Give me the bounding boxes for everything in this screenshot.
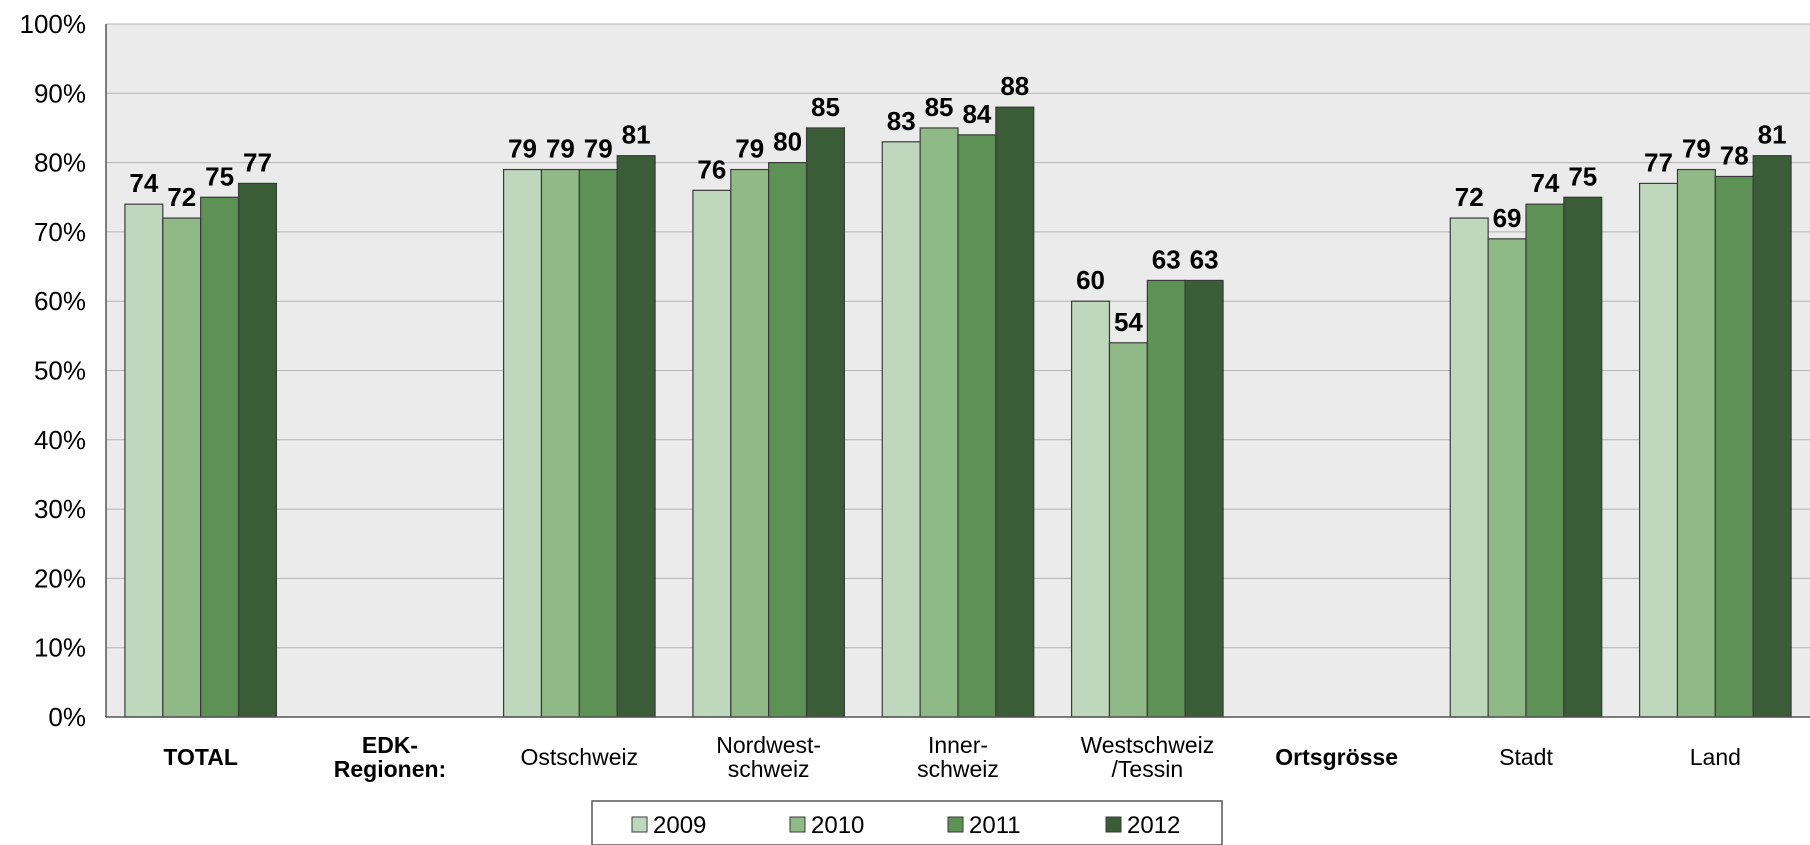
bar-2009 <box>881 141 921 718</box>
bar-2012 <box>995 106 1035 718</box>
bar-2010 <box>919 127 959 718</box>
category-label: Ortsgrösse <box>1275 744 1398 770</box>
category-label: Ostschweiz <box>521 744 639 770</box>
bar-2009 <box>503 168 543 718</box>
data-label: 81 <box>1758 120 1787 150</box>
bar-2011 <box>957 134 997 718</box>
bar-2012 <box>1563 196 1603 718</box>
data-label: 85 <box>925 92 954 122</box>
data-label: 74 <box>129 168 158 198</box>
category-label: EDK-Regionen: <box>334 732 446 782</box>
data-label: 83 <box>887 106 916 136</box>
legend-swatch <box>789 816 806 833</box>
data-label: 88 <box>1000 71 1029 101</box>
bar-2009 <box>124 203 164 718</box>
category-label: TOTAL <box>163 744 238 770</box>
legend-swatch <box>1105 816 1122 833</box>
bar-2012 <box>1184 279 1224 718</box>
legend: 2009 2010 2011 2012 <box>591 800 1223 845</box>
bar-2011 <box>578 168 618 718</box>
bar-2010 <box>540 168 580 718</box>
bar-2009 <box>1070 300 1111 718</box>
y-tick-label: 10% <box>34 633 86 663</box>
bar-2011 <box>1146 279 1186 718</box>
data-label: 69 <box>1493 203 1522 233</box>
category-label: Nordwest-schweiz <box>716 732 821 782</box>
bar-2009 <box>692 189 732 718</box>
y-tick-label: 0% <box>48 702 86 732</box>
data-label: 79 <box>735 134 764 164</box>
bar-2010 <box>1108 342 1148 718</box>
y-tick-label: 50% <box>34 356 86 386</box>
data-label: 79 <box>546 134 575 164</box>
legend-label: 2012 <box>1127 812 1180 839</box>
data-label: 72 <box>167 182 196 212</box>
y-tick-label: 80% <box>34 148 86 178</box>
y-tick-label: 40% <box>34 425 86 455</box>
data-label: 54 <box>1114 307 1143 337</box>
category-label: Westschweiz/Tessin <box>1080 732 1214 782</box>
data-label: 80 <box>773 127 802 157</box>
data-label: 63 <box>1152 244 1181 274</box>
y-tick-label: 20% <box>34 563 86 593</box>
bar-2012 <box>237 182 278 718</box>
legend-label: 2010 <box>811 812 864 839</box>
bar-2009 <box>1638 182 1679 718</box>
bar-2011 <box>200 196 240 718</box>
legend-swatch <box>631 816 648 833</box>
bar-2010 <box>162 217 202 718</box>
bar-2012 <box>1752 155 1792 718</box>
legend-swatch <box>947 816 964 833</box>
category-label: Inner-schweiz <box>917 732 999 782</box>
data-label: 60 <box>1076 265 1105 295</box>
y-tick-label: 60% <box>34 286 86 316</box>
data-label: 85 <box>811 92 840 122</box>
bar-2010 <box>1676 168 1716 718</box>
bar-2011 <box>768 162 808 718</box>
data-label: 63 <box>1190 244 1219 274</box>
legend-label: 2011 <box>969 812 1021 839</box>
category-label: Land <box>1690 744 1741 770</box>
bar-2011 <box>1714 175 1754 718</box>
data-label: 81 <box>622 120 651 150</box>
y-tick-label: 100% <box>20 9 87 39</box>
y-tick-label: 90% <box>34 78 86 108</box>
category-label: Stadt <box>1499 744 1553 770</box>
y-tick-label: 30% <box>34 494 86 524</box>
data-label: 77 <box>243 147 272 177</box>
data-label: 77 <box>1644 147 1673 177</box>
bar-2011 <box>1525 203 1565 718</box>
data-label: 84 <box>962 99 991 129</box>
data-label: 76 <box>697 154 726 184</box>
bar-2010 <box>730 168 770 718</box>
data-label: 75 <box>205 161 234 191</box>
legend-label: 2009 <box>653 812 706 839</box>
data-label: 75 <box>1568 161 1597 191</box>
data-label: 74 <box>1530 168 1559 198</box>
bar-2012 <box>805 127 845 718</box>
bar-2012 <box>616 155 656 718</box>
data-label: 79 <box>584 134 613 164</box>
y-tick-label: 70% <box>34 217 86 247</box>
bar-2010 <box>1487 238 1527 718</box>
data-label: 72 <box>1455 182 1484 212</box>
data-label: 78 <box>1720 140 1749 170</box>
data-label: 79 <box>1682 134 1711 164</box>
bar-2009 <box>1449 217 1489 718</box>
data-label: 79 <box>508 134 537 164</box>
